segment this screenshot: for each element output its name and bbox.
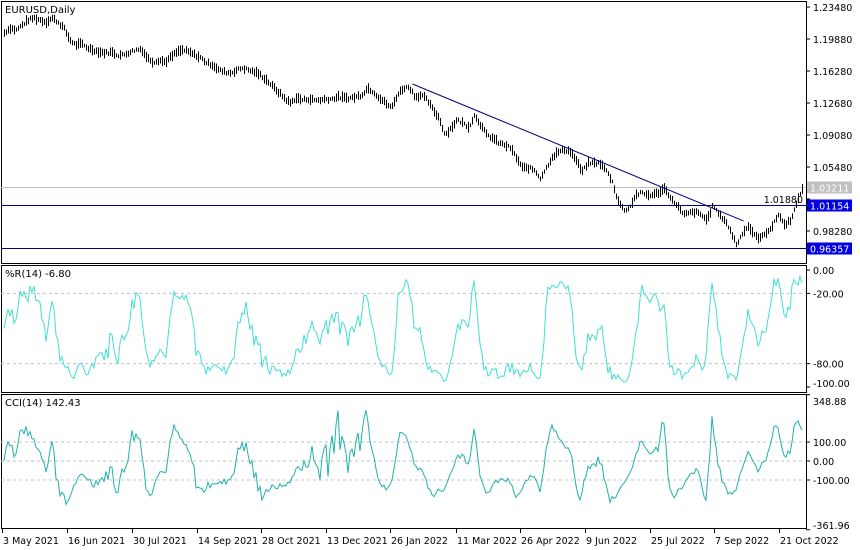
date-tick-label: 30 Jul 2021 <box>133 536 187 547</box>
date-tick-label: 21 Oct 2022 <box>780 536 839 547</box>
date-tick-label: 26 Apr 2022 <box>521 536 580 547</box>
price-tick-label: 1.16280 <box>813 67 852 78</box>
price-label-bg <box>807 242 852 255</box>
price-label-bg <box>807 199 852 212</box>
wpr-tick-label: 0.00 <box>813 266 834 277</box>
cci-tick-label: -361.96 <box>813 521 850 532</box>
date-tick-label: 16 Jun 2021 <box>68 536 125 547</box>
cci-tick-label: 100.00 <box>813 438 846 449</box>
price-bars <box>4 14 803 248</box>
price-label-bg <box>807 181 852 194</box>
price-tick-label: 1.19880 <box>813 35 852 46</box>
price-label: 0.96357 <box>810 245 849 256</box>
date-tick-label: 14 Sep 2021 <box>198 536 258 547</box>
price-label: 1.01154 <box>810 202 849 213</box>
trendline[interactable] <box>412 83 744 222</box>
date-tick-label: 11 Mar 2022 <box>457 536 517 547</box>
cci-tick-label: 0.00 <box>813 457 834 468</box>
price-tick-label: 1.09080 <box>813 131 852 142</box>
wpr-tick-label: -80.00 <box>813 360 844 371</box>
wpr-tick-label: -100.00 <box>813 379 850 390</box>
cci-tick-label: -100.00 <box>813 476 850 487</box>
wpr-tick-label: -20.00 <box>813 289 844 300</box>
date-tick-label: 13 Dec 2021 <box>327 536 388 547</box>
wpr-line <box>3 274 803 383</box>
cci-title: CCI(14) 142.43 <box>5 398 81 409</box>
chart-title: EURUSD,Daily <box>5 5 76 16</box>
date-tick-label: 26 Jan 2022 <box>391 536 448 547</box>
cci-line <box>3 410 803 506</box>
date-tick-label: 28 Oct 2021 <box>262 536 321 547</box>
price-tick-label: 1.01880 <box>764 195 803 206</box>
price-tick-label: 1.23480 <box>813 3 852 14</box>
main-pane[interactable] <box>1 1 807 264</box>
price-tick-label: 1.05480 <box>813 163 852 174</box>
date-tick-label: 25 Jul 2022 <box>651 536 705 547</box>
price-tick-label: 1.12680 <box>813 99 852 110</box>
price-label: 1.03211 <box>810 184 849 195</box>
cci-tick-label: 348.88 <box>813 397 846 408</box>
wpr-title: %R(14) -6.80 <box>5 269 71 280</box>
price-tick-label: 0.98280 <box>813 227 852 238</box>
date-tick-label: 7 Sep 2022 <box>715 536 769 547</box>
date-tick-label: 3 May 2021 <box>3 536 59 547</box>
date-tick-label: 9 Jun 2022 <box>586 536 637 547</box>
